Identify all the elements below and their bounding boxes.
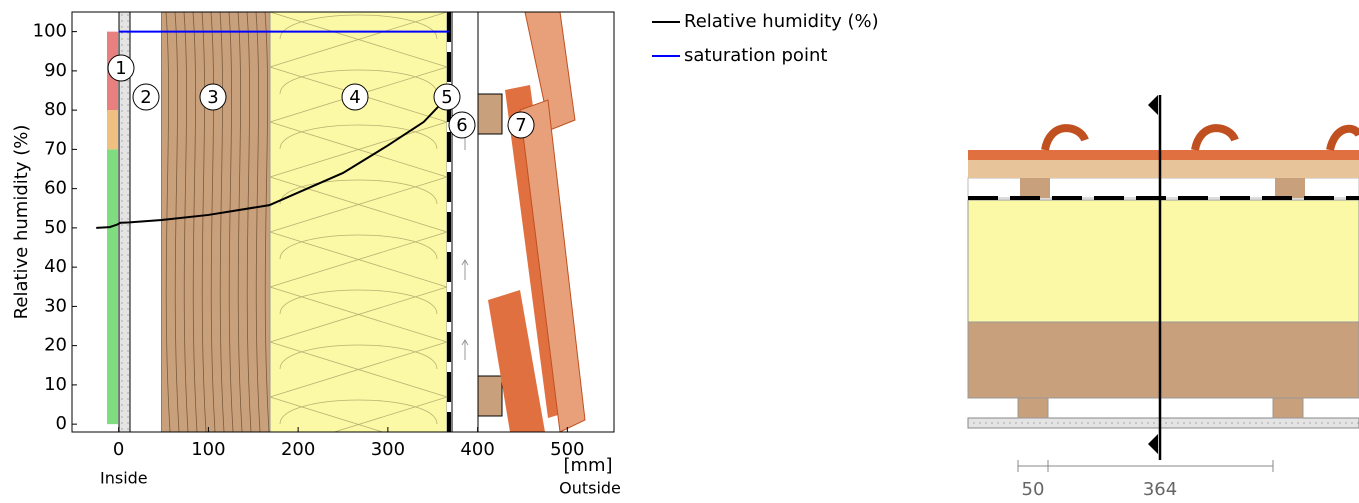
timber [162, 12, 270, 432]
wave [269, 121, 448, 178]
y-tick-label: 80 [44, 99, 67, 120]
grain-line [210, 12, 216, 432]
y-tick-label: 90 [44, 60, 67, 81]
batten [1272, 397, 1304, 419]
tile-laths [968, 160, 1359, 178]
layer-label: 1 [115, 58, 126, 79]
wave [269, 231, 448, 288]
plaster [967, 417, 1359, 429]
series-line [96, 95, 450, 229]
section-arrow [1148, 434, 1158, 454]
wave [269, 341, 448, 398]
x-tick-label: 0 [113, 439, 124, 460]
wall-layers [118, 12, 586, 432]
batten [477, 93, 503, 135]
plot-frame [71, 11, 615, 433]
layer-label: 2 [140, 87, 151, 108]
y-tick-label: 50 [44, 217, 67, 238]
wave [279, 14, 438, 40]
x-tick-label: 400 [460, 439, 494, 460]
grain-line [183, 12, 189, 432]
insulation [269, 12, 448, 432]
grain-line [264, 12, 270, 432]
wave [269, 396, 448, 432]
tile [488, 290, 545, 432]
grain-line [192, 12, 198, 432]
tile [524, 12, 576, 131]
inside-label: Inside [100, 469, 148, 488]
grain-line [219, 12, 225, 432]
layer-label: 3 [207, 87, 218, 108]
y-tick-label: 0 [56, 413, 67, 434]
timber [967, 321, 1359, 399]
humidity-zone [107, 149, 118, 425]
wave [279, 399, 438, 425]
layer-marker [448, 111, 476, 139]
y-tick-label: 100 [33, 21, 67, 42]
grain-line [201, 12, 207, 432]
batten [1020, 178, 1050, 198]
y-tick-label: 60 [44, 178, 67, 199]
layer-marker [199, 83, 227, 111]
y-tick-label: 40 [44, 256, 67, 277]
tiles [968, 150, 1359, 160]
x-tick-label: 300 [371, 439, 405, 460]
x-tick-label: 200 [281, 439, 315, 460]
airflow-arrow [461, 339, 469, 360]
humidity-zone [107, 110, 118, 150]
layer-label: 7 [515, 115, 526, 136]
airflow-arrow [461, 259, 469, 280]
layer-marker [433, 83, 461, 111]
insulation-pattern [269, 12, 448, 432]
grain-line [246, 12, 252, 432]
section-arrow [1148, 95, 1158, 115]
batten [477, 375, 503, 417]
layer-marker [507, 111, 535, 139]
air-gap [451, 12, 479, 432]
section-drawing: 50 364 [967, 95, 1359, 500]
x-tick-label: 100 [191, 439, 225, 460]
wave [279, 234, 438, 260]
legend-label: saturation point [684, 45, 827, 66]
grain-line [228, 12, 234, 432]
layer-label: 5 [441, 87, 452, 108]
outside-label: Outside [559, 479, 621, 498]
legend-label: Relative humidity (%) [684, 11, 879, 32]
tile-ridges [1041, 124, 1359, 152]
wave [279, 179, 438, 205]
x-unit-label: [mm] [563, 455, 612, 476]
grain-line [237, 12, 243, 432]
layer-marker [341, 83, 369, 111]
wave [269, 12, 448, 68]
y-tick-label: 70 [44, 138, 67, 159]
y-axis-label: Relative humidity (%) [11, 125, 32, 320]
insulation [967, 199, 1359, 323]
x-tick-label: 500 [550, 439, 584, 460]
wave [279, 69, 438, 95]
wood-grain [165, 12, 270, 432]
y-tick-label: 10 [44, 374, 67, 395]
y-tick-label: 20 [44, 335, 67, 356]
batten [1275, 178, 1305, 198]
layer-marker [132, 83, 160, 111]
y-tick-label: 30 [44, 295, 67, 316]
layer-label: 6 [456, 115, 467, 136]
grain-line [165, 12, 171, 432]
grain-line [255, 12, 261, 432]
tile [519, 99, 586, 432]
wave [279, 289, 438, 315]
batten [1017, 397, 1049, 419]
wave [279, 124, 438, 150]
wave [269, 176, 448, 233]
dimension-label: 50 [1022, 479, 1045, 499]
wave [269, 286, 448, 343]
layer-marker [107, 54, 135, 82]
dimension-label: 364 [1143, 479, 1177, 499]
layer-label: 4 [349, 87, 360, 108]
wave [279, 344, 438, 370]
grain-line [174, 12, 180, 432]
